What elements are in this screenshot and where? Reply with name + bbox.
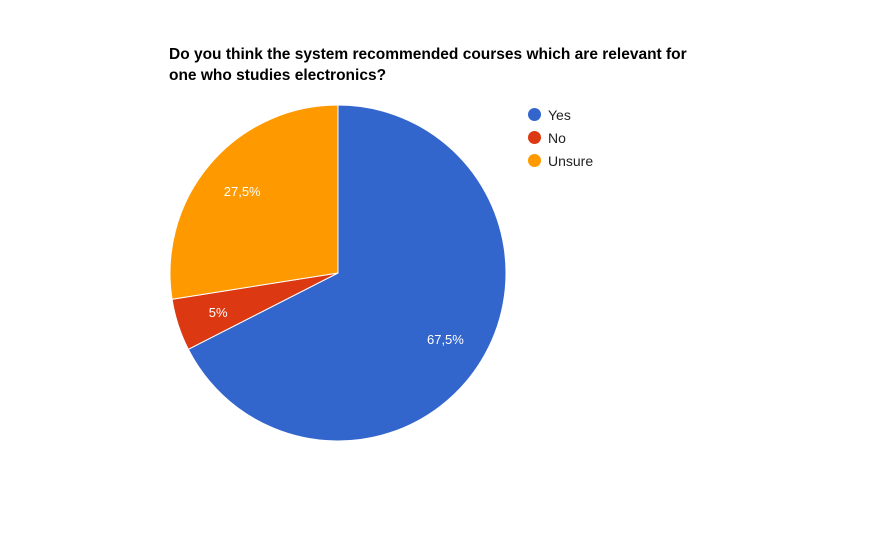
legend-label-unsure: Unsure bbox=[548, 152, 594, 169]
legend-label-yes: Yes bbox=[548, 106, 571, 123]
legend-label-no: No bbox=[548, 129, 566, 146]
legend-item-unsure[interactable]: Unsure bbox=[528, 149, 593, 172]
pie-label-yes: 67,5% bbox=[427, 332, 464, 347]
legend: Yes No Unsure bbox=[528, 103, 593, 172]
pie-label-no: 5% bbox=[209, 305, 228, 320]
pie-slice-unsure[interactable] bbox=[169, 104, 339, 300]
pie-label-unsure: 27,5% bbox=[224, 184, 261, 199]
chart-title: Do you think the system recommended cour… bbox=[169, 44, 749, 86]
legend-swatch-no bbox=[528, 131, 541, 144]
chart-title-line-1: Do you think the system recommended cour… bbox=[169, 46, 687, 63]
legend-item-yes[interactable]: Yes bbox=[528, 103, 593, 126]
legend-item-no[interactable]: No bbox=[528, 126, 593, 149]
legend-swatch-yes bbox=[528, 108, 541, 121]
chart-title-line-2: one who studies electronics? bbox=[169, 67, 387, 84]
pie-slice-yes[interactable] bbox=[187, 104, 507, 442]
legend-swatch-unsure bbox=[528, 154, 541, 167]
